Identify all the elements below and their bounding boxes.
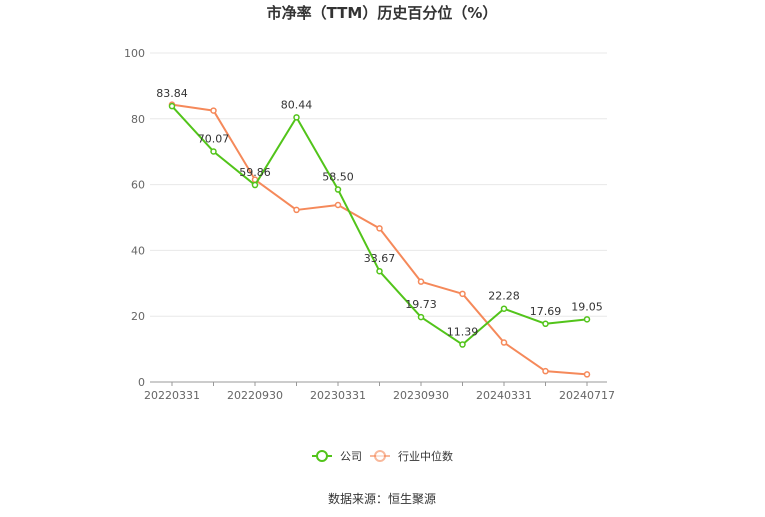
data-label-3: 80.44 <box>281 98 313 111</box>
data-label-1: 70.07 <box>198 132 230 145</box>
series-0-point-10 <box>583 316 591 323</box>
data-label-7: 11.39 <box>447 326 479 339</box>
series-0-point-7 <box>459 341 466 348</box>
grid <box>150 52 607 317</box>
data-label-6: 19.73 <box>405 298 437 311</box>
axes: 0 20 40 60 80 100 20220331 20220930 20230331 2023… <box>124 47 615 402</box>
legend-label-0: 公司 <box>340 450 362 463</box>
y-tick-label-0: 0 <box>138 376 145 389</box>
source-note: 数据来源：恒生聚源 <box>328 491 436 506</box>
series-1-point-10 <box>583 371 591 378</box>
series-0-point-9 <box>542 320 549 328</box>
data-label-4: 58.50 <box>322 171 354 184</box>
legend-marker-1 <box>374 450 386 462</box>
series-layer <box>168 101 591 378</box>
series-1-point-9 <box>542 367 549 375</box>
chart-title: 市净率（TTM）历史百分位（%） <box>267 4 498 22</box>
data-label-2: 59.86 <box>239 166 271 179</box>
series-0-point-4 <box>334 186 342 193</box>
series-0-point-5 <box>376 267 383 275</box>
series-1-point-7 <box>459 290 466 298</box>
data-label-9: 17.69 <box>530 305 562 318</box>
x-tick-label-20220331: 20220331 <box>144 389 200 402</box>
y-tick-label-100: 100 <box>124 47 145 60</box>
data-labels: 83.84 70.07 59.86 80.44 58.50 33.67 19.73 11.39… <box>156 87 603 338</box>
series-1-point-6 <box>417 278 425 285</box>
data-label-8: 22.28 <box>488 290 520 303</box>
data-label-10: 19.05 <box>571 300 603 313</box>
series-1-point-5 <box>376 225 383 232</box>
series-0-point-8 <box>500 305 508 312</box>
legend[interactable]: 公司 行业中位数 <box>312 449 453 463</box>
x-tick-label-20230331: 20230331 <box>310 389 366 402</box>
series-1-point-4 <box>334 201 342 209</box>
series-1-point-3 <box>293 206 300 214</box>
legend-label-1: 行业中位数 <box>398 449 453 463</box>
series-0-point-3 <box>293 114 300 121</box>
series-0-point-1 <box>210 148 217 155</box>
x-tick-label-20230930: 20230930 <box>393 389 449 402</box>
series-0-point-2 <box>251 181 259 189</box>
legend-marker-0 <box>316 450 328 462</box>
series-0-point-0 <box>168 102 176 110</box>
data-label-5: 33.67 <box>364 252 396 265</box>
series-0-point-6 <box>417 313 425 321</box>
series-1-point-1 <box>210 107 217 114</box>
data-label-0: 83.84 <box>156 87 188 100</box>
x-tick-label-20240331: 20240331 <box>476 389 532 402</box>
y-tick-label-40: 40 <box>131 244 145 257</box>
series-1-point-8 <box>500 339 508 346</box>
y-tick-label-80: 80 <box>131 113 145 126</box>
series-line-1 <box>171 103 588 376</box>
y-tick-label-20: 20 <box>131 310 145 323</box>
x-tick-label-20240717: 20240717 <box>559 389 615 402</box>
y-tick-label-60: 60 <box>131 179 145 192</box>
x-tick-label-20220930: 20220930 <box>227 389 283 402</box>
